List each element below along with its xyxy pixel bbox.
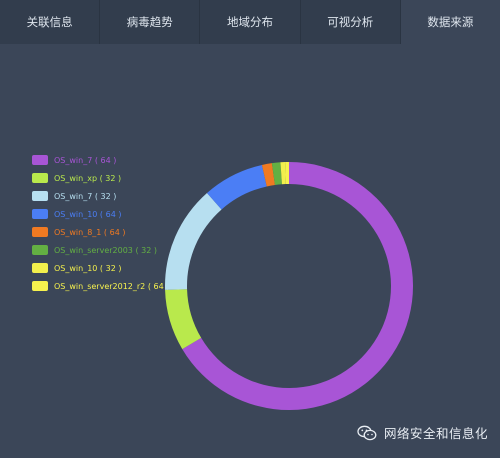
legend-label: OS_win_server2003 ( 32 ) bbox=[54, 245, 157, 255]
donut-slice[interactable] bbox=[261, 163, 275, 187]
legend-item[interactable]: OS_win_10 ( 32 ) bbox=[32, 259, 192, 277]
donut-slice[interactable] bbox=[165, 289, 202, 350]
legend-item[interactable]: OS_win_7 ( 64 ) bbox=[32, 151, 192, 169]
tab-data-source[interactable]: 数据来源 bbox=[400, 0, 500, 44]
legend-label: OS_win_server2012_r2 ( 64 ) bbox=[54, 281, 170, 291]
legend-swatch bbox=[32, 173, 48, 183]
legend-label: OS_win_10 ( 64 ) bbox=[54, 209, 122, 219]
legend-label: OS_win_7 ( 64 ) bbox=[54, 155, 117, 165]
legend-swatch bbox=[32, 245, 48, 255]
legend-label: OS_win_7 ( 32 ) bbox=[54, 191, 117, 201]
watermark-text: 网络安全和信息化 bbox=[383, 426, 488, 441]
watermark: 网络安全和信息化 bbox=[357, 423, 488, 442]
legend-item[interactable]: OS_win_7 ( 32 ) bbox=[32, 187, 192, 205]
legend-swatch bbox=[32, 263, 48, 273]
chart-legend: OS_win_7 ( 64 ) OS_win_xp ( 32 ) OS_win_… bbox=[32, 151, 192, 295]
tab-region-distribution[interactable]: 地域分布 bbox=[200, 0, 301, 44]
tab-bar: 关联信息 病毒趋势 地域分布 可视分析 数据来源 bbox=[0, 0, 500, 44]
tab-virus-trend[interactable]: 病毒趋势 bbox=[100, 0, 201, 44]
legend-label: OS_win_8_1 ( 64 ) bbox=[54, 227, 126, 237]
legend-swatch bbox=[32, 209, 48, 219]
legend-swatch bbox=[32, 281, 48, 291]
donut-slice[interactable] bbox=[206, 164, 267, 210]
legend-swatch bbox=[32, 227, 48, 237]
legend-swatch bbox=[32, 155, 48, 165]
legend-item[interactable]: OS_win_xp ( 32 ) bbox=[32, 169, 192, 187]
donut-slice[interactable] bbox=[271, 162, 282, 185]
legend-item[interactable]: OS_win_8_1 ( 64 ) bbox=[32, 223, 192, 241]
tab-related-info[interactable]: 关联信息 bbox=[0, 0, 101, 44]
donut-slice[interactable] bbox=[280, 162, 286, 185]
legend-label: OS_win_xp ( 32 ) bbox=[54, 173, 122, 183]
legend-item[interactable]: OS_win_server2012_r2 ( 64 ) bbox=[32, 277, 192, 295]
donut-slice[interactable] bbox=[165, 192, 222, 290]
legend-item[interactable]: OS_win_10 ( 64 ) bbox=[32, 205, 192, 223]
legend-label: OS_win_10 ( 32 ) bbox=[54, 263, 122, 273]
legend-swatch bbox=[32, 191, 48, 201]
wechat-icon bbox=[357, 425, 377, 440]
legend-item[interactable]: OS_win_server2003 ( 32 ) bbox=[32, 241, 192, 259]
donut-slice[interactable] bbox=[285, 162, 289, 185]
tab-visual-analysis[interactable]: 可视分析 bbox=[300, 0, 401, 44]
